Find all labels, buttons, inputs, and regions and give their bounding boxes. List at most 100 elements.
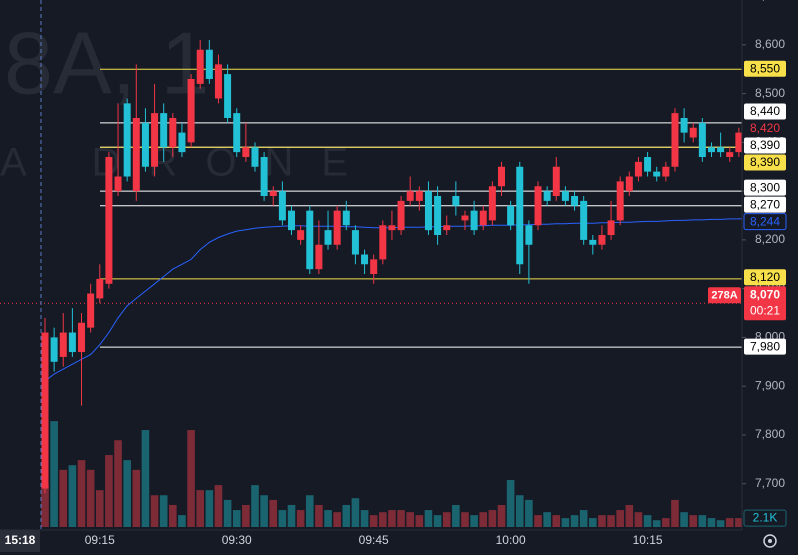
volume-bar [269, 499, 278, 527]
x-tick-label: 10:00 [496, 533, 526, 547]
y-tick-label: 7,900 [755, 378, 785, 392]
candle-body [616, 181, 624, 221]
y-tick-label: 8,200 [755, 232, 785, 246]
candle-body [151, 113, 159, 167]
level-label: 8,390 [750, 138, 780, 152]
volume-bar [735, 518, 743, 527]
volume-bar [360, 510, 369, 527]
candle-body [443, 225, 451, 231]
candle-body [671, 113, 679, 167]
volume-bar [178, 515, 186, 527]
candle-body [653, 171, 661, 177]
level-label-box [744, 137, 786, 154]
volume-bar [351, 498, 360, 527]
volume-bar [141, 430, 150, 527]
candle-body [561, 191, 569, 201]
level-label-box [744, 103, 786, 120]
candle-body [224, 74, 232, 118]
volume-bar [671, 499, 679, 527]
crosshair-label: 15:18 [5, 533, 36, 547]
volume-bar [525, 499, 533, 527]
volume-bar [388, 510, 396, 527]
volume-bar [77, 460, 86, 527]
candle-body [333, 210, 341, 245]
candle-body [288, 210, 296, 231]
candle-body [543, 191, 551, 201]
volume-bar [561, 518, 570, 527]
candle-body [534, 186, 542, 226]
volume-bar [159, 495, 168, 527]
x-tick-label: 10:15 [633, 533, 663, 547]
symbol-tag: 278A [711, 290, 737, 302]
volume-bar [123, 460, 131, 527]
ma-label: 8,244 [750, 214, 780, 228]
y-tick-label: 8,700 [755, 0, 785, 2]
candle-body [552, 166, 560, 197]
candle-body [242, 147, 250, 158]
candle-body [498, 166, 505, 187]
volume-bar [652, 520, 661, 527]
y-tick-label: 7,700 [755, 476, 785, 490]
candle-body [717, 147, 725, 153]
last-price-box [744, 286, 786, 321]
candle-body [589, 239, 597, 245]
volume-bar [260, 495, 268, 527]
candle-body [132, 117, 140, 192]
candle-body [105, 157, 113, 284]
volume-bar [534, 515, 542, 527]
level-label-box [744, 269, 786, 286]
volume-bar [105, 455, 113, 527]
candle-body [59, 332, 67, 357]
settings-dot[interactable] [768, 539, 772, 543]
settings-icon[interactable] [763, 534, 777, 548]
volume-bar [369, 515, 378, 527]
candle-body [160, 113, 168, 148]
candle-body [634, 161, 642, 177]
volume-bar [214, 485, 223, 527]
volume-bar [424, 510, 433, 527]
volume-bar [452, 504, 460, 527]
candle-body [96, 278, 104, 299]
level-label: 8,440 [750, 104, 780, 118]
volume-bar [50, 421, 58, 527]
candle-body [662, 166, 670, 177]
candle-body [68, 332, 76, 353]
ma-line [44, 217, 749, 382]
level-label-box [744, 338, 786, 355]
volume-bar [461, 512, 469, 527]
candle-body [607, 220, 615, 236]
candle-body [625, 176, 633, 192]
volume-bar [251, 485, 259, 527]
volume-bar [223, 499, 232, 527]
volume-bar [41, 484, 49, 527]
candle-body [388, 225, 396, 231]
settings-gear[interactable] [763, 534, 777, 548]
candle-body [424, 191, 432, 231]
volume-bar [506, 480, 515, 527]
candle-body [205, 49, 213, 79]
candle-body [78, 322, 86, 353]
volume-bar [662, 518, 670, 527]
candle-body [41, 332, 49, 489]
volume-bar [232, 510, 241, 527]
crosshair-box [0, 530, 40, 552]
volume-bar [296, 510, 305, 527]
x-tick-label: 09:15 [85, 533, 115, 547]
candle-body [370, 259, 378, 275]
volume-bar [132, 469, 141, 527]
candle-body [525, 225, 533, 245]
candle-body [479, 210, 487, 226]
volume-bar [114, 440, 122, 527]
volume-bar [397, 510, 405, 527]
watermark-symbol: 8A, 1 [4, 13, 209, 112]
volume-label: 2.1K [753, 510, 778, 524]
candle-body [735, 132, 743, 153]
candle-body [516, 166, 524, 265]
volume-bar [607, 515, 615, 527]
volume-bar [634, 512, 643, 527]
candle-body [571, 196, 579, 206]
volume-label-box [743, 509, 787, 527]
level-label: 8,300 [750, 180, 780, 194]
